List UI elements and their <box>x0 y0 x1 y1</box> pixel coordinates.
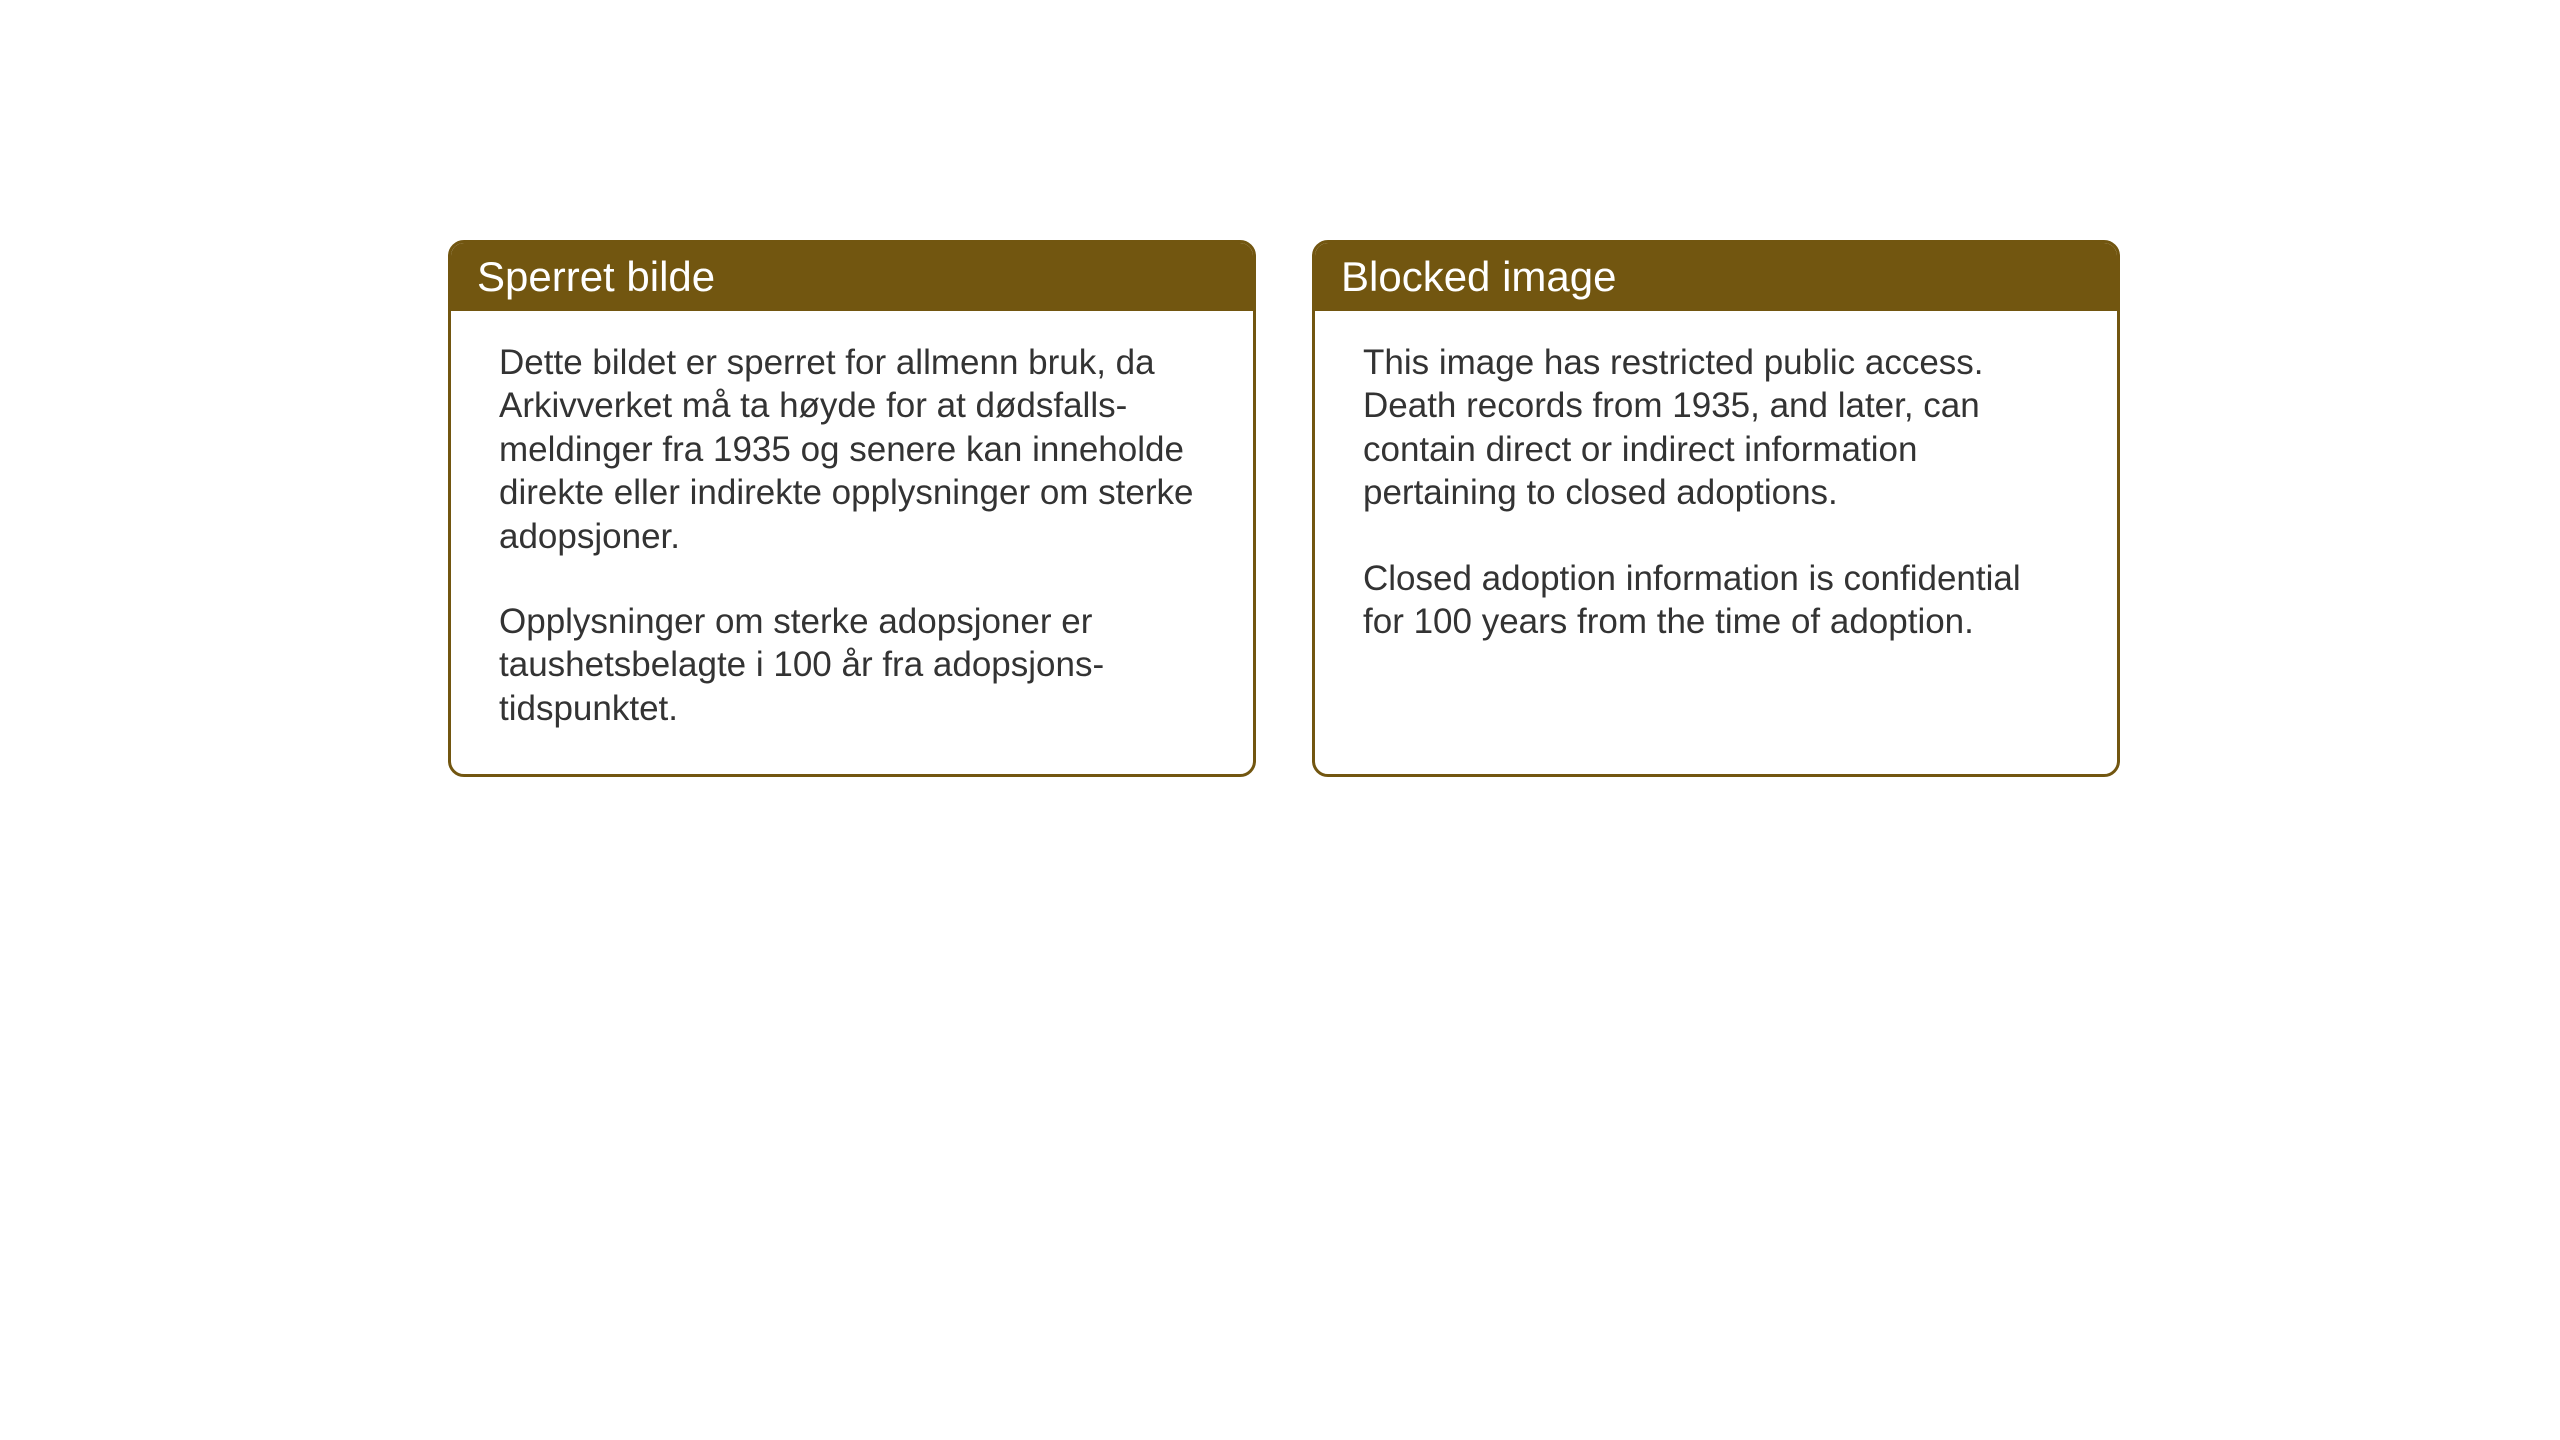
notice-container: Sperret bilde Dette bildet er sperret fo… <box>448 240 2120 777</box>
notice-paragraph-2-english: Closed adoption information is confident… <box>1363 557 2069 644</box>
notice-card-norwegian: Sperret bilde Dette bildet er sperret fo… <box>448 240 1256 777</box>
notice-body-norwegian: Dette bildet er sperret for allmenn bruk… <box>451 311 1253 774</box>
notice-paragraph-1-english: This image has restricted public access.… <box>1363 341 2069 515</box>
notice-title-norwegian: Sperret bilde <box>477 253 715 300</box>
notice-paragraph-2-norwegian: Opplysninger om sterke adopsjoner er tau… <box>499 600 1205 730</box>
notice-card-english: Blocked image This image has restricted … <box>1312 240 2120 777</box>
notice-body-english: This image has restricted public access.… <box>1315 311 2117 743</box>
notice-paragraph-1-norwegian: Dette bildet er sperret for allmenn bruk… <box>499 341 1205 558</box>
notice-header-english: Blocked image <box>1315 243 2117 311</box>
notice-title-english: Blocked image <box>1341 253 1616 300</box>
notice-header-norwegian: Sperret bilde <box>451 243 1253 311</box>
